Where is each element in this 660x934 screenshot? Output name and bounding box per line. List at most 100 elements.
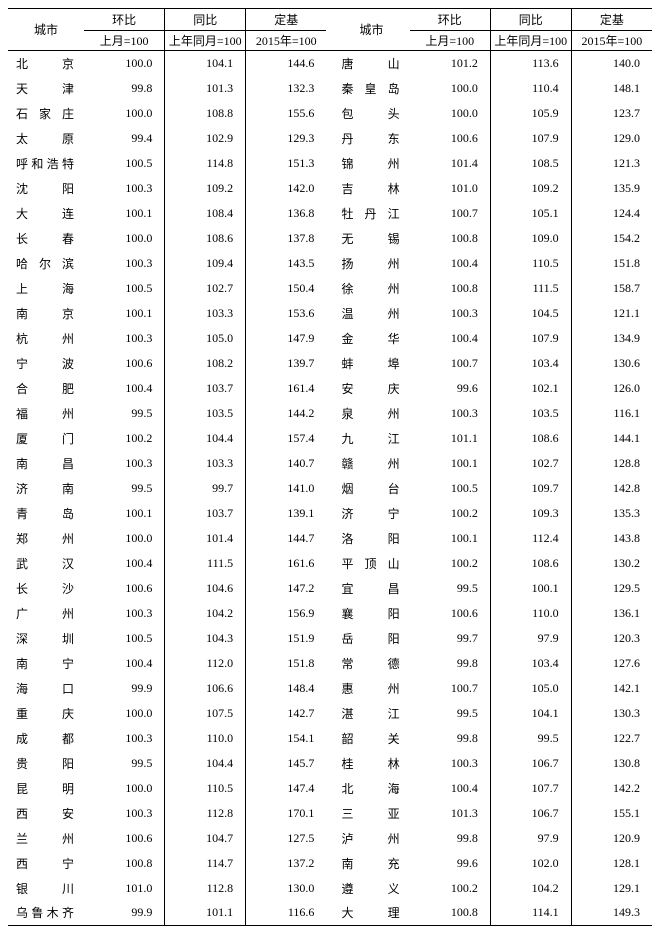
yoy-value: 108.6 (490, 426, 571, 451)
table-row: 宁 波100.6108.2139.7蚌 埠100.7103.4130.6 (8, 351, 652, 376)
mom-value: 100.0 (410, 101, 491, 126)
table-row: 天 津99.8101.3132.3秦 皇 岛100.0110.4148.1 (8, 76, 652, 101)
base-value: 151.9 (246, 626, 327, 651)
city-name: 西 宁 (8, 851, 84, 876)
table-row: 深 圳100.5104.3151.9岳 阳99.797.9120.3 (8, 626, 652, 651)
mom-value: 100.1 (84, 201, 165, 226)
mom-value: 100.7 (410, 676, 491, 701)
mom-value: 100.0 (84, 526, 165, 551)
base-value: 130.3 (571, 701, 652, 726)
yoy-value: 107.9 (490, 326, 571, 351)
hdr-mom-left: 环比 (84, 9, 165, 31)
yoy-value: 103.5 (490, 401, 571, 426)
yoy-value: 111.5 (490, 276, 571, 301)
city-name: 武 汉 (8, 551, 84, 576)
city-name: 福 州 (8, 401, 84, 426)
yoy-value: 104.2 (490, 876, 571, 901)
hdr-city-right: 城市 (334, 9, 410, 51)
mom-value: 100.2 (410, 876, 491, 901)
base-value: 149.3 (571, 901, 652, 926)
yoy-value: 112.0 (165, 651, 246, 676)
base-value: 136.8 (246, 201, 327, 226)
city-name: 唐 山 (334, 51, 410, 76)
hdr-city-left: 城市 (8, 9, 84, 51)
city-name: 蚌 埠 (334, 351, 410, 376)
base-value: 137.8 (246, 226, 327, 251)
city-name: 石 家 庄 (8, 101, 84, 126)
base-value: 129.1 (571, 876, 652, 901)
city-name: 湛 江 (334, 701, 410, 726)
yoy-value: 109.7 (490, 476, 571, 501)
table-row: 武 汉100.4111.5161.6平 顶 山100.2108.6130.2 (8, 551, 652, 576)
mom-value: 99.6 (410, 376, 491, 401)
city-name: 赣 州 (334, 451, 410, 476)
base-value: 141.0 (246, 476, 327, 501)
city-name: 合 肥 (8, 376, 84, 401)
city-name: 襄 阳 (334, 601, 410, 626)
mom-value: 100.6 (84, 576, 165, 601)
mom-value: 99.5 (410, 701, 491, 726)
yoy-value: 103.7 (165, 501, 246, 526)
base-value: 137.2 (246, 851, 327, 876)
mom-value: 99.7 (410, 626, 491, 651)
yoy-value: 109.4 (165, 251, 246, 276)
base-value: 132.3 (246, 76, 327, 101)
city-name: 九 江 (334, 426, 410, 451)
base-value: 144.7 (246, 526, 327, 551)
hdr-mom-sub-left: 上月=100 (84, 31, 165, 51)
mom-value: 99.8 (410, 651, 491, 676)
mom-value: 100.2 (410, 501, 491, 526)
mom-value: 100.0 (84, 226, 165, 251)
mom-value: 100.1 (84, 301, 165, 326)
table-row: 沈 阳100.3109.2142.0吉 林101.0109.2135.9 (8, 176, 652, 201)
base-value: 142.8 (571, 476, 652, 501)
hdr-yoy-sub-right: 上年同月=100 (490, 31, 571, 51)
city-name: 平 顶 山 (334, 551, 410, 576)
city-name: 泸 州 (334, 826, 410, 851)
mom-value: 100.0 (84, 51, 165, 76)
base-value: 134.9 (571, 326, 652, 351)
table-row: 北 京100.0104.1144.6唐 山101.2113.6140.0 (8, 51, 652, 76)
base-value: 130.0 (246, 876, 327, 901)
base-value: 170.1 (246, 801, 327, 826)
table-row: 西 安100.3112.8170.1三 亚101.3106.7155.1 (8, 801, 652, 826)
base-value: 135.9 (571, 176, 652, 201)
mom-value: 100.4 (84, 376, 165, 401)
yoy-value: 108.5 (490, 151, 571, 176)
mom-value: 100.3 (84, 451, 165, 476)
mom-value: 100.3 (84, 251, 165, 276)
yoy-value: 110.5 (490, 251, 571, 276)
table-row: 杭 州100.3105.0147.9金 华100.4107.9134.9 (8, 326, 652, 351)
city-name: 厦 门 (8, 426, 84, 451)
table-body: 北 京100.0104.1144.6唐 山101.2113.6140.0天 津9… (8, 51, 652, 926)
yoy-value: 97.9 (490, 626, 571, 651)
table-row: 兰 州100.6104.7127.5泸 州99.897.9120.9 (8, 826, 652, 851)
city-name: 贵 阳 (8, 751, 84, 776)
yoy-value: 112.4 (490, 526, 571, 551)
yoy-value: 112.8 (165, 801, 246, 826)
city-name: 广 州 (8, 601, 84, 626)
city-name: 重 庆 (8, 701, 84, 726)
mom-value: 100.3 (410, 401, 491, 426)
yoy-value: 112.8 (165, 876, 246, 901)
base-value: 161.4 (246, 376, 327, 401)
mom-value: 100.1 (410, 526, 491, 551)
base-value: 148.1 (571, 76, 652, 101)
city-name: 锦 州 (334, 151, 410, 176)
mom-value: 99.5 (410, 576, 491, 601)
base-value: 142.0 (246, 176, 327, 201)
table-row: 乌鲁木齐99.9101.1116.6大 理100.8114.1149.3 (8, 901, 652, 926)
yoy-value: 99.5 (490, 726, 571, 751)
table-row: 济 南99.599.7141.0烟 台100.5109.7142.8 (8, 476, 652, 501)
yoy-value: 104.4 (165, 426, 246, 451)
yoy-value: 104.1 (165, 51, 246, 76)
mom-value: 100.8 (410, 226, 491, 251)
mom-value: 100.5 (84, 276, 165, 301)
city-name: 兰 州 (8, 826, 84, 851)
base-value: 143.5 (246, 251, 327, 276)
mom-value: 100.4 (410, 326, 491, 351)
mom-value: 100.5 (84, 151, 165, 176)
city-name: 安 庆 (334, 376, 410, 401)
city-name: 长 沙 (8, 576, 84, 601)
table-row: 海 口99.9106.6148.4惠 州100.7105.0142.1 (8, 676, 652, 701)
